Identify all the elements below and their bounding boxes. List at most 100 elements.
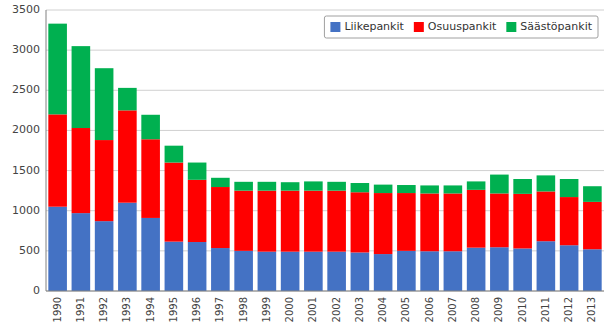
x-tick-label: 1994 bbox=[145, 297, 156, 322]
x-tick-label: 2005 bbox=[400, 297, 411, 322]
bar bbox=[211, 187, 230, 248]
bar bbox=[351, 252, 370, 291]
legend-swatch bbox=[330, 22, 340, 32]
x-tick-label: 1993 bbox=[121, 297, 132, 322]
legend-label: Osuuspankit bbox=[428, 20, 497, 33]
bar bbox=[537, 175, 556, 191]
bar bbox=[281, 191, 300, 252]
bar bbox=[513, 194, 532, 249]
bar bbox=[560, 197, 579, 245]
bar bbox=[188, 163, 207, 180]
bar bbox=[234, 191, 253, 251]
bar bbox=[467, 181, 486, 189]
bar bbox=[95, 140, 114, 221]
bar bbox=[211, 248, 230, 291]
bar bbox=[304, 252, 323, 291]
x-tick-label: 2008 bbox=[470, 297, 481, 322]
series bbox=[48, 24, 601, 202]
bar bbox=[374, 193, 393, 254]
bar bbox=[374, 254, 393, 291]
x-tick-label: 2001 bbox=[307, 297, 318, 322]
bar bbox=[490, 175, 509, 194]
bar bbox=[397, 251, 416, 291]
x-tick-label: 2004 bbox=[377, 297, 388, 322]
y-tick-label: 2000 bbox=[12, 123, 40, 136]
x-tick-label: 2012 bbox=[563, 297, 574, 322]
bar bbox=[560, 245, 579, 291]
bar bbox=[327, 191, 346, 252]
bar bbox=[513, 248, 532, 291]
bar bbox=[258, 191, 277, 252]
x-tick-label: 2013 bbox=[586, 297, 597, 322]
x-tick-label: 1998 bbox=[238, 297, 249, 322]
bar bbox=[420, 193, 439, 251]
bar bbox=[95, 68, 114, 140]
bar bbox=[281, 252, 300, 291]
legend: LiikepankitOsuuspankitSäästöpankit bbox=[324, 16, 598, 38]
bar bbox=[397, 185, 416, 193]
bar bbox=[141, 218, 160, 291]
bar bbox=[188, 242, 207, 291]
x-tick-label: 2000 bbox=[284, 297, 295, 322]
bar bbox=[141, 115, 160, 139]
bar bbox=[188, 180, 207, 242]
bar bbox=[467, 190, 486, 248]
bar bbox=[118, 203, 137, 291]
x-tick-label: 1997 bbox=[214, 297, 225, 322]
bar bbox=[513, 179, 532, 194]
bar bbox=[281, 182, 300, 190]
bar bbox=[327, 252, 346, 291]
x-tick-label: 1995 bbox=[168, 297, 179, 322]
x-tick-label: 2009 bbox=[493, 297, 504, 322]
bar bbox=[420, 185, 439, 193]
bar bbox=[467, 248, 486, 291]
bar bbox=[234, 182, 253, 191]
bar bbox=[583, 186, 602, 202]
bar bbox=[583, 202, 602, 249]
grid-line bbox=[46, 10, 604, 11]
bar bbox=[444, 193, 463, 251]
legend-frame bbox=[324, 16, 598, 38]
x-tick-label: 2010 bbox=[517, 297, 528, 322]
x-axis: 1990199119921993199419951996199719981999… bbox=[52, 297, 598, 322]
x-tick-label: 2003 bbox=[354, 297, 365, 322]
chart-container: 0500100015002000250030003500199019911992… bbox=[0, 0, 616, 333]
bar bbox=[537, 191, 556, 241]
bar bbox=[211, 178, 230, 187]
x-tick-label: 2011 bbox=[540, 297, 551, 322]
bar bbox=[165, 242, 184, 291]
bar bbox=[48, 24, 67, 115]
bar bbox=[118, 88, 137, 110]
bar bbox=[95, 221, 114, 291]
series bbox=[48, 110, 601, 254]
grid-line bbox=[46, 291, 604, 292]
y-axis-line bbox=[46, 10, 47, 291]
bar bbox=[165, 163, 184, 242]
grid-line bbox=[46, 50, 604, 51]
chart-svg: 0500100015002000250030003500199019911992… bbox=[0, 0, 616, 333]
bar bbox=[420, 251, 439, 291]
bar bbox=[165, 146, 184, 163]
bar bbox=[258, 182, 277, 191]
y-axis: 0500100015002000250030003500 bbox=[12, 3, 40, 297]
bar bbox=[490, 193, 509, 247]
bar bbox=[583, 249, 602, 291]
x-tick-label: 2002 bbox=[331, 297, 342, 322]
x-tick-label: 2007 bbox=[447, 297, 458, 322]
x-tick-label: 1990 bbox=[52, 297, 63, 322]
bar bbox=[48, 114, 67, 206]
bars bbox=[48, 24, 601, 291]
y-tick-label: 3500 bbox=[12, 3, 40, 16]
bar bbox=[141, 139, 160, 218]
bar bbox=[351, 192, 370, 252]
bar bbox=[72, 46, 91, 128]
bar bbox=[537, 241, 556, 291]
y-tick-label: 2500 bbox=[12, 83, 40, 96]
y-tick-label: 0 bbox=[33, 284, 40, 297]
bar bbox=[234, 251, 253, 291]
bar bbox=[444, 185, 463, 193]
x-tick-label: 1992 bbox=[98, 297, 109, 322]
x-tick-label: 1999 bbox=[261, 297, 272, 322]
legend-swatch bbox=[414, 22, 424, 32]
bar bbox=[444, 251, 463, 291]
